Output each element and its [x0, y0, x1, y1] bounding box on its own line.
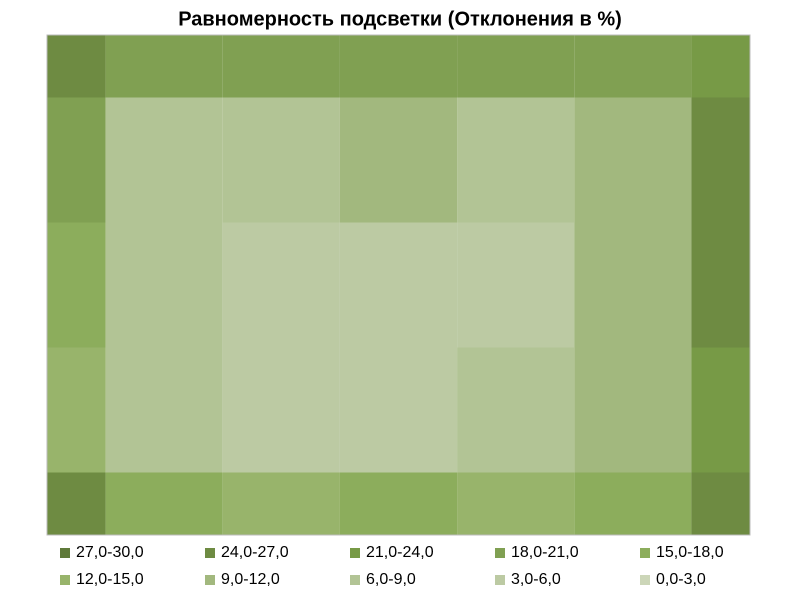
- legend-label: 21,0-24,0: [366, 544, 434, 561]
- surface-cell: [222, 347, 340, 473]
- legend-swatch: [60, 548, 70, 558]
- surface-cell: [222, 222, 340, 348]
- surface-cell: [222, 97, 340, 223]
- legend-swatch: [640, 548, 650, 558]
- surface-cell: [691, 222, 750, 348]
- legend-swatch: [495, 575, 505, 585]
- surface-cell: [457, 222, 575, 348]
- legend-swatch: [60, 575, 70, 585]
- surface-cell: [574, 97, 692, 223]
- legend-label: 12,0-15,0: [76, 571, 144, 588]
- legend-label: 27,0-30,0: [76, 544, 144, 561]
- legend-swatch: [205, 575, 215, 585]
- surface-cell: [47, 35, 106, 98]
- surface-cell: [691, 97, 750, 223]
- plot-border: [46, 34, 751, 536]
- surface-cell: [105, 347, 223, 473]
- legend-label: 15,0-18,0: [656, 544, 724, 561]
- legend-swatch: [205, 548, 215, 558]
- surface-cell: [339, 472, 458, 535]
- chart-title: Равномерность подсветки (Отклонения в %): [178, 8, 622, 30]
- surface-cell: [574, 222, 692, 348]
- legend-label: 24,0-27,0: [221, 544, 289, 561]
- surface-cell: [47, 97, 106, 223]
- surface-cell: [574, 472, 692, 535]
- legend-label: 0,0-3,0: [656, 571, 706, 588]
- surface-cell: [691, 35, 750, 98]
- legend-swatch: [350, 548, 360, 558]
- surface-cell: [47, 222, 106, 348]
- surface-cell: [222, 35, 340, 98]
- surface-cell: [105, 472, 223, 535]
- legend-label: 9,0-12,0: [221, 571, 280, 588]
- surface-cell: [339, 222, 458, 348]
- surface-cell: [457, 35, 575, 98]
- legend-swatch: [640, 575, 650, 585]
- surface-cell: [105, 97, 223, 223]
- surface-cell: [105, 222, 223, 348]
- surface-cell: [47, 472, 106, 535]
- surface-cell: [339, 97, 458, 223]
- surface-cell: [222, 472, 340, 535]
- surface-cell: [457, 97, 575, 223]
- legend-label: 18,0-21,0: [511, 544, 579, 561]
- surface-cell: [339, 347, 458, 473]
- surface-cell: [691, 472, 750, 535]
- plot-area: [46, 34, 751, 536]
- surface-cell: [691, 347, 750, 473]
- surface-cell: [574, 347, 692, 473]
- surface-cell: [457, 472, 575, 535]
- legend-swatch: [350, 575, 360, 585]
- surface-cell: [105, 35, 223, 98]
- legend-label: 3,0-6,0: [511, 571, 561, 588]
- surface-cell: [457, 347, 575, 473]
- legend-label: 6,0-9,0: [366, 571, 416, 588]
- surface-cell: [339, 35, 458, 98]
- legend-swatch: [495, 548, 505, 558]
- surface-cell: [574, 35, 692, 98]
- legend: 27,0-30,0 24,0-27,0 21,0-24,0 18,0-21,0 15,0…: [60, 544, 724, 588]
- surface-cell: [47, 347, 106, 473]
